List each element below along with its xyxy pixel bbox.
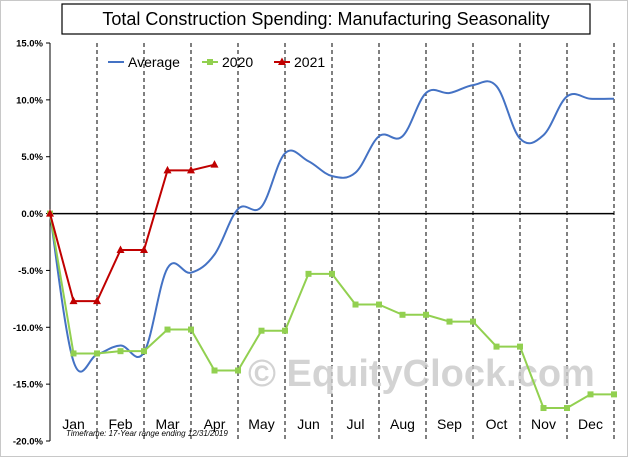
series-point-2020 xyxy=(117,348,124,355)
y-tick-label: -20.0% xyxy=(13,437,44,448)
series-point-2020 xyxy=(258,327,265,334)
y-tick-label: -10.0% xyxy=(13,323,44,334)
series-point-2021 xyxy=(187,165,195,174)
series-point-2020 xyxy=(282,327,288,334)
series-point-2020 xyxy=(164,326,171,333)
timeframe-note: Timeframe: 17-Year range ending 12/31/20… xyxy=(66,429,228,438)
x-tick-label: Sep xyxy=(437,416,462,432)
legend-label-average: Average xyxy=(128,54,180,70)
x-tick-label: Aug xyxy=(390,416,415,432)
series-point-2020 xyxy=(235,367,241,374)
series-point-2020 xyxy=(211,367,218,374)
series-point-2020 xyxy=(376,301,382,308)
series-point-2021 xyxy=(69,296,78,305)
series-point-2020 xyxy=(611,391,617,398)
series-point-2021 xyxy=(210,160,219,168)
y-tick-label: 5.0% xyxy=(21,152,43,163)
x-tick-label: May xyxy=(248,416,274,432)
axes xyxy=(49,43,614,441)
y-axis-ticks: 15.0% 10.0% 5.0% 0.0% -5.0% -10.0% -15.0% -20.0… xyxy=(13,39,50,448)
legend-label-2021: 2021 xyxy=(294,54,325,70)
series-point-2020 xyxy=(329,270,335,277)
series-point-2020 xyxy=(94,350,100,357)
y-tick-label: 10.0% xyxy=(16,95,43,106)
legend-label-2020: 2020 xyxy=(222,54,253,70)
x-axis-ticks: Jan Feb Mar Apr May Jun Jul Aug Sep Oct Nov Dec xyxy=(62,416,603,432)
gridlines xyxy=(96,43,615,441)
series-point-2020 xyxy=(446,318,453,325)
series-point-2020 xyxy=(305,270,312,277)
series-point-2020 xyxy=(564,405,570,412)
legend-marker-2020 xyxy=(207,59,213,65)
series-point-2020 xyxy=(470,318,476,325)
series-point-2020 xyxy=(517,343,523,350)
series-point-2020 xyxy=(399,311,406,318)
x-tick-label: Apr xyxy=(204,416,226,432)
watermark: © EquityClock.com xyxy=(248,353,595,395)
y-tick-label: -5.0% xyxy=(18,266,43,277)
series-point-2021 xyxy=(93,296,101,305)
series-point-2021 xyxy=(46,209,54,217)
series-point-2021 xyxy=(140,245,148,253)
series-point-2020 xyxy=(188,326,194,333)
x-tick-label: Mar xyxy=(155,416,179,432)
series-point-2020 xyxy=(352,301,359,308)
x-tick-label: Jan xyxy=(62,416,85,432)
series-group xyxy=(46,80,617,412)
series-line-2021 xyxy=(49,163,215,303)
x-tick-label: Nov xyxy=(531,416,556,432)
x-tick-label: Dec xyxy=(578,416,603,432)
series-point-2020 xyxy=(423,311,429,318)
series-line-average xyxy=(49,80,615,373)
series-point-2020 xyxy=(540,405,547,412)
x-tick-label: Jul xyxy=(347,416,365,432)
series-point-2020 xyxy=(587,391,594,398)
x-tick-label: Jun xyxy=(297,416,320,432)
y-tick-label: 0.0% xyxy=(21,209,43,220)
series-point-2021 xyxy=(116,245,125,253)
legend: Average 2020 2021 xyxy=(108,54,325,70)
legend-marker-2021 xyxy=(278,57,286,65)
series-point-2020 xyxy=(493,343,500,350)
x-tick-label: Feb xyxy=(108,416,132,432)
y-tick-label: -15.0% xyxy=(13,380,44,391)
title-box xyxy=(61,3,591,35)
y-tick-label: 15.0% xyxy=(16,39,43,50)
chart-title: Total Construction Spending: Manufacturi… xyxy=(102,9,549,29)
series-point-2021 xyxy=(163,165,172,174)
x-tick-label: Oct xyxy=(486,416,508,432)
series-point-2020 xyxy=(70,350,77,357)
series-point-2020 xyxy=(141,348,147,355)
